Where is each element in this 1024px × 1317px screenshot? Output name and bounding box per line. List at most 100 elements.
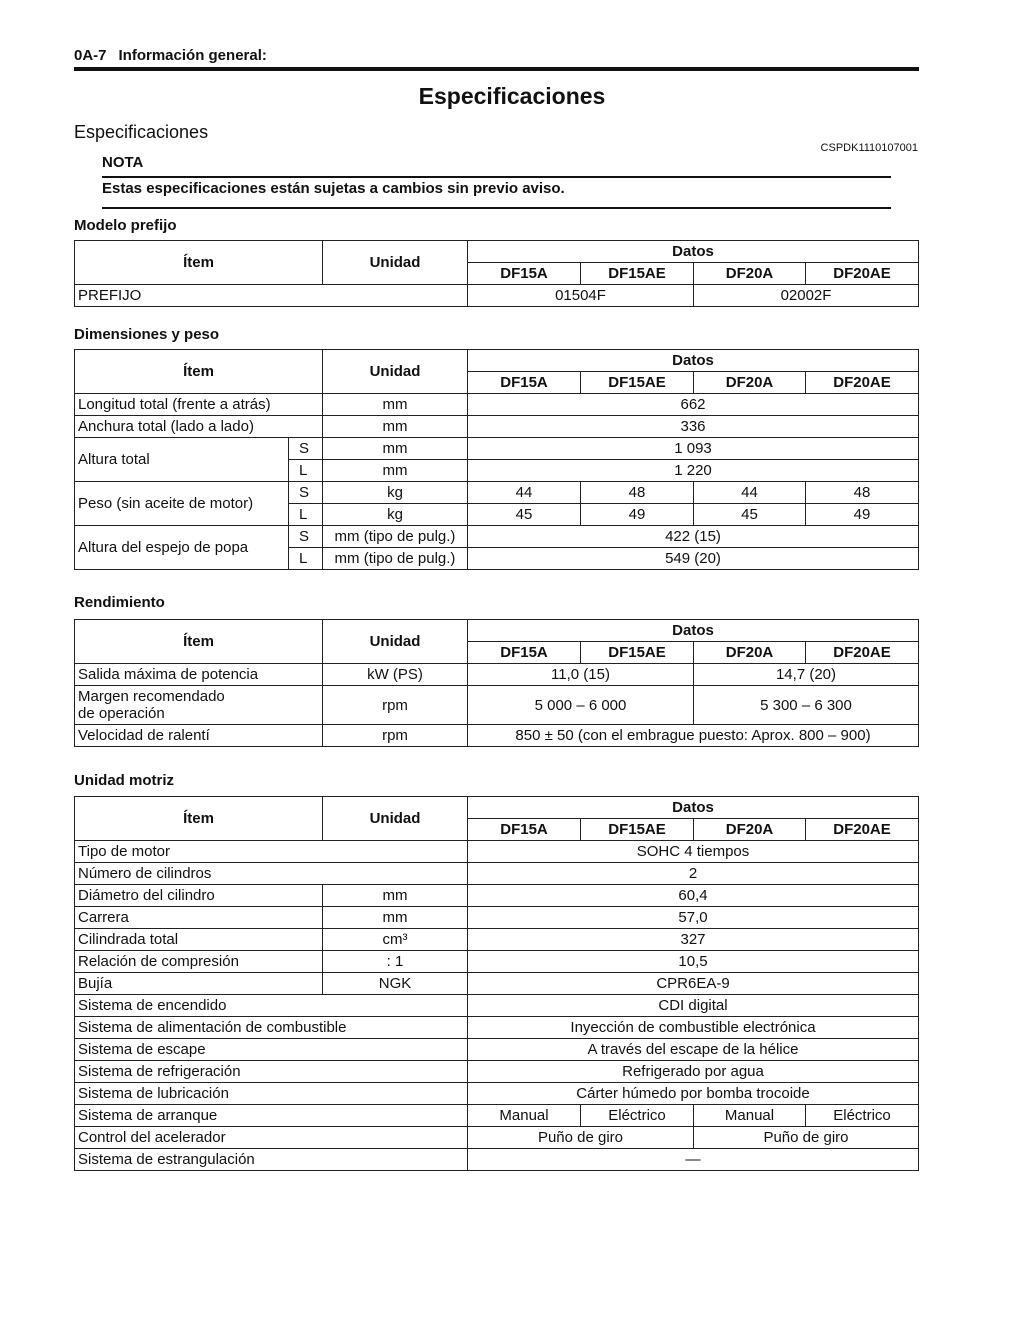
section-heading: Especificaciones xyxy=(74,122,209,142)
value-cell: Cárter húmedo por bomba trocoide xyxy=(467,1082,919,1105)
item-cell: Control del acelerador xyxy=(74,1126,468,1149)
col-item: Ítem xyxy=(74,349,323,394)
value-cell: Manual xyxy=(693,1104,806,1127)
header-row: DF15A DF15AE DF20A DF20AE xyxy=(75,818,919,841)
page-title: Especificaciones xyxy=(418,83,606,109)
item-cell: Salida máxima de potencia xyxy=(74,663,323,686)
item-cell: Tipo de motor xyxy=(74,840,468,863)
col-model: DF15AE xyxy=(580,262,694,285)
table-row: Sistema de refrigeración Refrigerado por … xyxy=(74,1060,919,1083)
value-cell: 2 xyxy=(467,862,919,885)
col-unit: Unidad xyxy=(322,796,468,841)
page-number: 0A-7 xyxy=(74,47,107,64)
table-row: Control del acelerador Puño de giro Puño d… xyxy=(74,1126,919,1149)
value-cell: 44 xyxy=(467,481,581,504)
table-row: Salida máxima de potencia kW (PS) 11,0 (15… xyxy=(74,663,919,686)
value-cell: SOHC 4 tiempos xyxy=(467,840,919,863)
note-text: Estas especificaciones están sujetas a c… xyxy=(102,180,565,197)
col-data: Datos xyxy=(467,240,919,263)
table-row: Sistema de encendido CDI digital xyxy=(74,994,919,1017)
table-row: Sistema de arranque Manual Eléctrico Manual… xyxy=(74,1104,919,1127)
value-cell: Inyección de combustible electrónica xyxy=(467,1016,919,1039)
value-cell: CDI digital xyxy=(467,994,919,1017)
value-cell: CPR6EA-9 xyxy=(467,972,919,995)
table-row: Sistema de alimentación de combustible In… xyxy=(74,1016,919,1039)
variant-cell: S xyxy=(288,525,323,548)
header-row: Ítem Unidad Datos xyxy=(74,796,919,841)
col-model: DF15AE xyxy=(580,371,694,394)
value-cell: Puño de giro xyxy=(467,1126,694,1149)
col-unit: Unidad xyxy=(322,240,468,285)
unit-cell: mm xyxy=(322,437,468,460)
unit-cell: mm xyxy=(322,415,468,438)
spec-table: Ítem Unidad Datos DF15A DF15AE DF20A DF20AE PRE… xyxy=(74,240,919,307)
unit-cell: NGK xyxy=(322,972,468,995)
table-row: Anchura total (lado a lado) mm 336 xyxy=(74,415,919,438)
table-row: Número de cilindros 2 xyxy=(74,862,919,885)
unit-cell: rpm xyxy=(322,685,468,725)
item-cell: PREFIJO xyxy=(74,284,468,307)
col-model: DF20AE xyxy=(805,818,919,841)
value-cell: 327 xyxy=(467,928,919,951)
unit-cell: rpm xyxy=(322,724,468,747)
col-item: Ítem xyxy=(74,240,323,285)
col-model: DF20A xyxy=(693,262,806,285)
variant-cell: S xyxy=(288,437,323,460)
header-row: Ítem Unidad Datos xyxy=(74,240,919,285)
col-item: Ítem xyxy=(74,796,323,841)
page-header: 0A-7 Información general: xyxy=(74,47,279,64)
col-model: DF20AE xyxy=(805,262,919,285)
value-cell: 1 093 xyxy=(467,437,919,460)
item-cell: Cilindrada total xyxy=(74,928,323,951)
value-cell: 01504F xyxy=(467,284,694,307)
item-cell: Peso (sin aceite de motor) xyxy=(74,481,289,526)
value-cell: Eléctrico xyxy=(580,1104,694,1127)
value-cell: 850 ± 50 (con el embrague puesto: Aprox.… xyxy=(467,724,919,747)
unit-cell: mm xyxy=(322,906,468,929)
value-cell: 48 xyxy=(580,481,694,504)
value-cell: Refrigerado por agua xyxy=(467,1060,919,1083)
header-row: Ítem Unidad Datos xyxy=(74,349,919,394)
item-cell: Sistema de lubricación xyxy=(74,1082,468,1105)
unit-cell: mm xyxy=(322,884,468,907)
note-rule-top xyxy=(102,176,891,178)
value-cell: 49 xyxy=(805,503,919,526)
table-row: Bujía NGK CPR6EA-9 xyxy=(74,972,919,995)
spec-table: Ítem Unidad Datos DF15A DF15AE DF20A DF20AE Lon… xyxy=(74,349,919,570)
col-model: DF15A xyxy=(467,262,581,285)
item-cell: Altura total xyxy=(74,437,289,482)
unit-cell: kW (PS) xyxy=(322,663,468,686)
unit-cell: mm xyxy=(322,459,468,482)
col-model: DF15A xyxy=(467,818,581,841)
item-cell: Velocidad de ralentí xyxy=(74,724,323,747)
value-cell: 57,0 xyxy=(467,906,919,929)
value-cell: Puño de giro xyxy=(693,1126,919,1149)
col-model: DF15AE xyxy=(580,641,694,664)
item-cell: Sistema de encendido xyxy=(74,994,468,1017)
item-cell: Anchura total (lado a lado) xyxy=(74,415,323,438)
table-row: Sistema de lubricación Cárter húmedo por … xyxy=(74,1082,919,1105)
document-code: CSPDK1110107001 xyxy=(820,142,918,154)
unit-cell: kg xyxy=(322,481,468,504)
value-cell: 02002F xyxy=(693,284,919,307)
col-model: DF20A xyxy=(693,641,806,664)
item-cell: Sistema de refrigeración xyxy=(74,1060,468,1083)
value-cell: 5 300 – 6 300 xyxy=(693,685,919,725)
col-model: DF20AE xyxy=(805,641,919,664)
table-title: Rendimiento xyxy=(74,594,165,611)
value-cell: — xyxy=(467,1148,919,1171)
table-row: Cilindrada total cm³ 327 xyxy=(74,928,919,951)
item-cell: Longitud total (frente a atrás) xyxy=(74,393,323,416)
variant-cell: S xyxy=(288,481,323,504)
item-cell: Margen recomendado de operación xyxy=(74,685,323,725)
table-row: Sistema de escape A través del escape de … xyxy=(74,1038,919,1061)
value-cell: 14,7 (20) xyxy=(693,663,919,686)
unit-cell: : 1 xyxy=(322,950,468,973)
unit-cell: mm (tipo de pulg.) xyxy=(322,525,468,548)
value-cell: 11,0 (15) xyxy=(467,663,694,686)
value-cell: 662 xyxy=(467,393,919,416)
item-cell: Diámetro del cilindro xyxy=(74,884,323,907)
value-cell: 1 220 xyxy=(467,459,919,482)
table-title: Dimensiones y peso xyxy=(74,326,220,343)
